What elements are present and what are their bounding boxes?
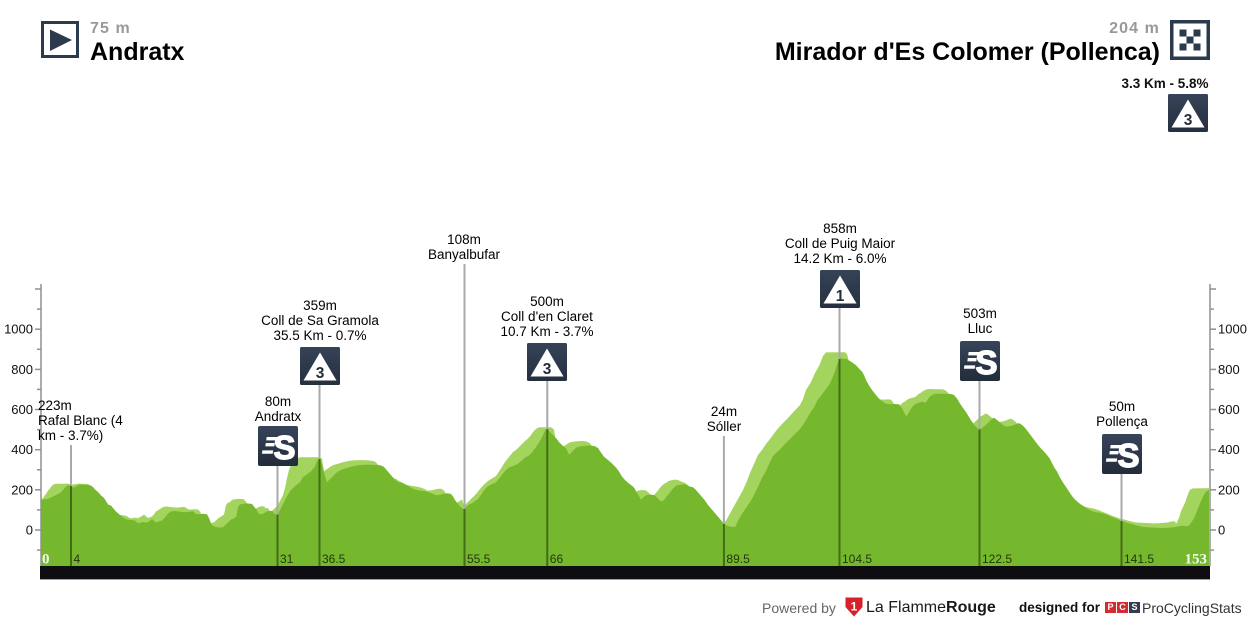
svg-text:141.5: 141.5 bbox=[1124, 552, 1154, 566]
svg-text:1: 1 bbox=[851, 600, 858, 614]
svg-text:800: 800 bbox=[1218, 362, 1240, 377]
svg-text:122.5: 122.5 bbox=[982, 552, 1012, 566]
svg-text:400: 400 bbox=[11, 442, 33, 457]
svg-text:31: 31 bbox=[280, 552, 294, 566]
svg-text:3: 3 bbox=[1184, 112, 1193, 129]
svg-text:400: 400 bbox=[1218, 442, 1240, 457]
svg-text:4: 4 bbox=[74, 552, 81, 566]
svg-text:S: S bbox=[975, 344, 997, 381]
svg-text:200: 200 bbox=[1218, 482, 1240, 497]
svg-text:1000: 1000 bbox=[1218, 322, 1247, 337]
svg-text:0: 0 bbox=[26, 523, 33, 538]
svg-text:1: 1 bbox=[836, 288, 845, 305]
svg-text:0: 0 bbox=[1218, 523, 1225, 538]
svg-text:S: S bbox=[1117, 437, 1139, 474]
svg-text:3: 3 bbox=[543, 361, 552, 378]
svg-text:200: 200 bbox=[11, 482, 33, 497]
svg-text:600: 600 bbox=[1218, 402, 1240, 417]
svg-text:153: 153 bbox=[1185, 552, 1208, 568]
svg-text:800: 800 bbox=[11, 362, 33, 377]
svg-text:3: 3 bbox=[316, 365, 325, 382]
svg-text:36.5: 36.5 bbox=[322, 552, 346, 566]
svg-text:0: 0 bbox=[42, 552, 50, 568]
svg-text:S: S bbox=[273, 429, 295, 466]
svg-text:55.5: 55.5 bbox=[467, 552, 491, 566]
svg-text:89.5: 89.5 bbox=[726, 552, 750, 566]
svg-text:66: 66 bbox=[550, 552, 564, 566]
svg-text:1000: 1000 bbox=[4, 322, 33, 337]
svg-text:600: 600 bbox=[11, 402, 33, 417]
svg-text:104.5: 104.5 bbox=[842, 552, 872, 566]
